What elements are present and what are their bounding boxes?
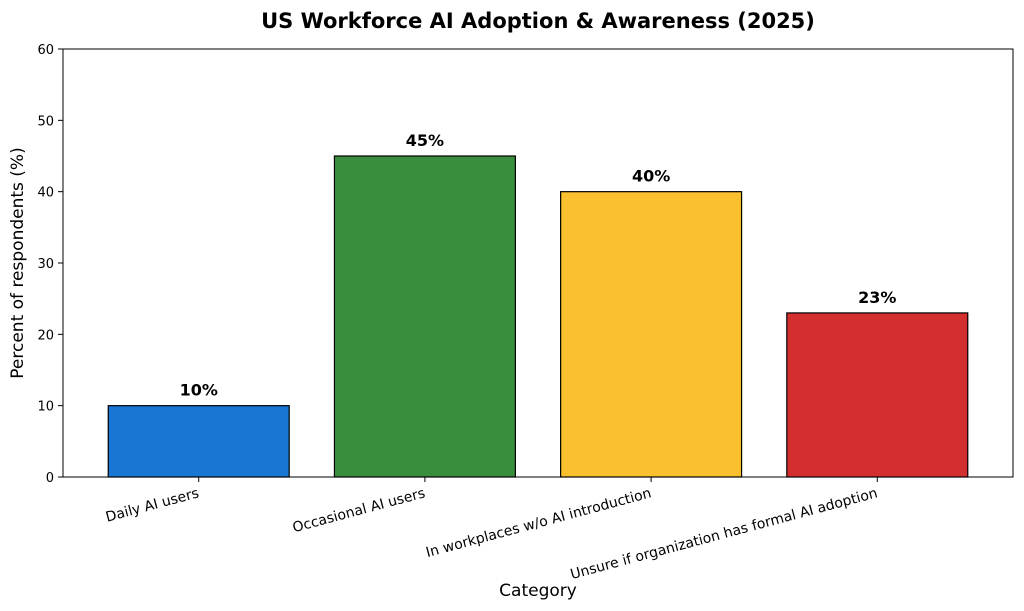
y-tick-label: 20	[37, 328, 54, 343]
y-tick-label: 40	[37, 186, 54, 201]
y-tick-label: 10	[37, 400, 54, 415]
x-tick-label: Daily AI users	[104, 485, 201, 525]
y-axis-label: Percent of respondents (%)	[8, 147, 28, 378]
x-axis-label: Category	[499, 581, 577, 601]
bar	[333, 155, 516, 478]
y-tick-label: 60	[37, 43, 54, 58]
bar	[107, 405, 290, 478]
y-axis-ticks: 0 10 20 30 40 50 60	[37, 43, 63, 486]
bar-value-label: 45%	[406, 131, 444, 150]
x-tick-label: Occasional AI users	[291, 485, 427, 536]
y-tick-label: 50	[37, 114, 54, 129]
bar-value-label: 23%	[858, 288, 896, 307]
plot-frame	[62, 48, 1014, 478]
bars-group	[107, 155, 969, 478]
y-tick-label: 30	[37, 257, 54, 272]
bar-value-label: 10%	[180, 381, 218, 400]
chart-title: US Workforce AI Adoption & Awareness (20…	[261, 9, 815, 33]
bar	[786, 312, 969, 478]
bar	[560, 191, 743, 478]
bar-value-label: 40%	[632, 167, 670, 186]
y-tick-label: 0	[46, 471, 54, 486]
x-tick-label: In workplaces w/o AI introduction	[424, 485, 653, 561]
value-labels-group: 10% 45% 40% 23%	[180, 131, 897, 400]
